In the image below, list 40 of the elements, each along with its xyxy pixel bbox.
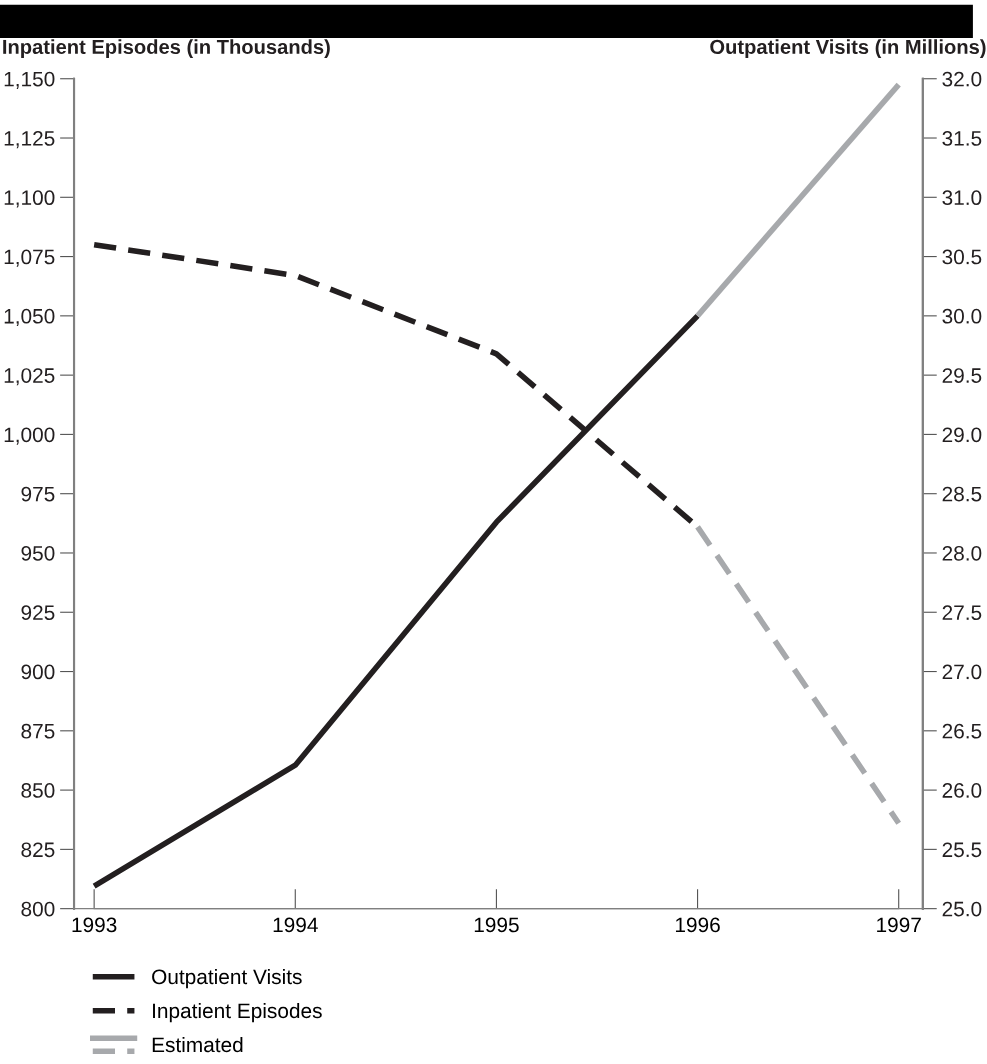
y2-tick-label: 29.0 — [942, 427, 982, 443]
y-tick-label: 925 — [21, 605, 55, 621]
y2-tick-label: 28.0 — [942, 545, 982, 561]
y2-tick-label: 32.0 — [942, 71, 982, 87]
y-tick-label: 850 — [21, 783, 55, 798]
y-tick-label: 1,100 — [4, 190, 55, 208]
y2-tick-label: 26.0 — [942, 783, 982, 798]
y-tick-label: 1,000 — [4, 427, 55, 445]
y2-tick-label: 28.5 — [942, 486, 982, 502]
y-tick-label: 1,075 — [4, 249, 55, 267]
y-tick-label: 1,125 — [4, 131, 55, 149]
y-axis-title: Inpatient Episodes (in Thousands) — [3, 39, 330, 58]
y-tick-label: 1,050 — [4, 308, 55, 327]
y-tick-label: 900 — [21, 664, 55, 680]
legend-label: Inpatient Episodes — [153, 1002, 322, 1023]
y2-tick-label: 29.5 — [942, 368, 982, 383]
y-tick-label: 800 — [21, 901, 55, 917]
x-tick-label: 1993 — [72, 917, 117, 933]
y2-tick-label: 30.0 — [942, 308, 982, 324]
y2-tick-label: 27.0 — [942, 664, 982, 680]
y-tick-label: 1,025 — [4, 368, 55, 386]
y2-tick-label: 27.5 — [942, 605, 982, 621]
y2-tick-label: 26.5 — [942, 723, 982, 739]
x-tick-label: 1996 — [675, 917, 720, 933]
y-tick-label: 950 — [21, 545, 55, 561]
y2-axis-title: Outpatient Visits (in Millions) — [710, 39, 986, 58]
y2-tick-label: 31.0 — [942, 190, 982, 206]
y-tick-label: 975 — [21, 486, 55, 502]
y2-tick-label: 30.5 — [942, 249, 982, 265]
x-tick-label: 1995 — [474, 917, 519, 933]
legend-label: Outpatient Visits — [152, 968, 302, 989]
y2-tick-label: 31.5 — [942, 131, 982, 146]
y-tick-label: 875 — [21, 723, 55, 739]
y2-tick-label: 25.0 — [942, 901, 982, 917]
y2-tick-label: 25.5 — [942, 842, 982, 858]
y-tick-label: 1,150 — [4, 71, 55, 89]
y-tick-label: 825 — [21, 842, 55, 858]
x-tick-label: 1994 — [273, 917, 318, 933]
legend-label: Estimated — [152, 1036, 243, 1053]
x-tick-label: 1997 — [877, 917, 921, 933]
